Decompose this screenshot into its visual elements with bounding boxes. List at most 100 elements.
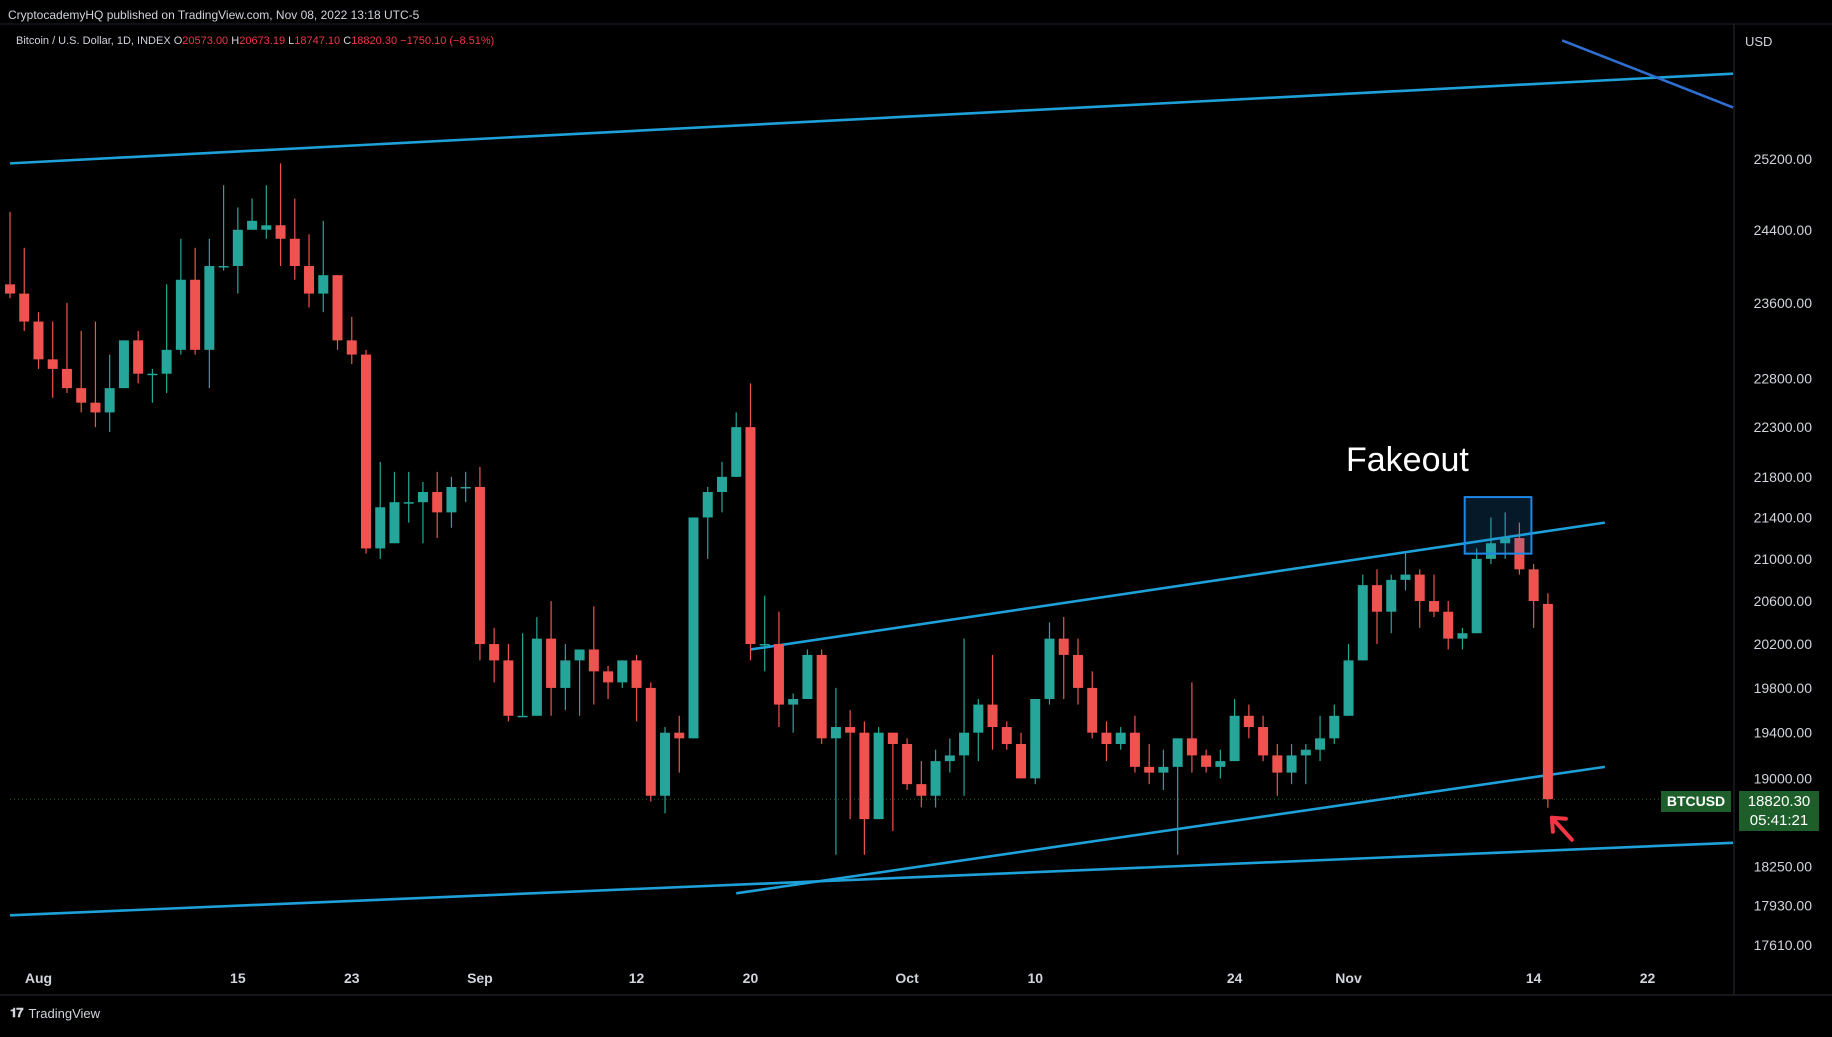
candle-body	[816, 654, 827, 739]
candle-body	[1329, 715, 1340, 739]
x-tick-label: 10	[1027, 970, 1043, 986]
candle-body	[1229, 715, 1240, 762]
candle-body	[603, 671, 614, 683]
last-price-value: 18820.30	[1747, 793, 1811, 810]
candle-body	[389, 502, 400, 544]
candle-body	[1300, 749, 1311, 756]
candle-body	[731, 427, 742, 477]
x-tick-label: 22	[1640, 970, 1656, 986]
candle-body	[574, 649, 585, 661]
fakeout-highlight-box	[1463, 496, 1533, 555]
y-tick-label: 22300.00	[1754, 419, 1813, 435]
candle-body	[147, 373, 158, 376]
y-tick-label: 19400.00	[1754, 725, 1813, 741]
candle-body	[1286, 755, 1297, 773]
candle-body	[1016, 744, 1027, 779]
candle-body	[973, 704, 984, 733]
candle-body	[1315, 738, 1326, 750]
x-tick-label: Sep	[467, 970, 493, 986]
candle-body	[1144, 766, 1155, 773]
x-tick-label: 14	[1526, 970, 1542, 986]
candle-body	[531, 638, 542, 716]
candle-body	[133, 340, 144, 374]
high-value: 20673.19	[239, 35, 286, 47]
symbol-label[interactable]: Bitcoin / U.S. Dollar, 1D, INDEX	[16, 35, 171, 47]
last-price-badge: 18820.30 05:41:21	[1739, 791, 1819, 831]
candle-body	[261, 225, 272, 230]
candle-body	[1386, 579, 1397, 612]
candle-body	[104, 388, 115, 413]
x-tick-label: 23	[344, 970, 360, 986]
candle-body	[218, 266, 229, 268]
y-tick-label: 19800.00	[1754, 680, 1813, 696]
candle-body	[332, 275, 343, 341]
candle-body	[645, 687, 656, 796]
candle-body	[5, 284, 15, 294]
candle-body	[617, 660, 628, 683]
candle-body	[1485, 543, 1496, 559]
candle-body	[204, 266, 215, 350]
open-letter: O	[173, 35, 183, 47]
candle-body	[1001, 727, 1012, 745]
candle-body	[802, 654, 813, 700]
candle-body	[560, 660, 571, 688]
candle-body	[1186, 738, 1197, 756]
high-letter: H	[231, 35, 240, 47]
y-tick-label: 20600.00	[1754, 593, 1813, 609]
fakeout-annotation[interactable]: Fakeout	[1346, 441, 1469, 479]
candle-body	[1129, 732, 1140, 767]
candle-body	[460, 486, 471, 489]
candle-body	[959, 732, 970, 756]
candle-body	[745, 427, 756, 645]
candle-body	[90, 402, 101, 413]
candle-body	[432, 492, 443, 513]
candle-body	[546, 638, 557, 688]
candle-body	[887, 732, 898, 745]
y-tick-label: 21400.00	[1754, 509, 1813, 525]
candle-body	[1158, 766, 1169, 773]
candle-body	[489, 644, 500, 661]
ohlc-legend: Bitcoin / U.S. Dollar, 1D, INDEX O20573.…	[16, 35, 494, 47]
tradingview-footer[interactable]: 𝟏𝟕 TradingView	[10, 1005, 100, 1021]
candle-body	[61, 368, 72, 389]
candle-body	[247, 220, 258, 230]
candle-body	[19, 293, 30, 322]
candle-body	[76, 388, 87, 403]
candle-body	[773, 644, 784, 705]
trendline-upper-long-channel	[9, 72, 1734, 165]
candle-body	[1101, 732, 1112, 745]
candle-body	[1258, 727, 1269, 756]
x-tick-label: Oct	[895, 970, 919, 986]
y-tick-label: 24400.00	[1754, 222, 1813, 238]
change-value: −1750.10 (−8.51%)	[400, 35, 495, 47]
candle-body	[873, 732, 884, 820]
candle-body	[1372, 585, 1383, 612]
y-tick-label: 25200.00	[1754, 151, 1813, 167]
x-tick-label: 12	[629, 970, 645, 986]
candle-body	[716, 476, 727, 493]
x-tick-label: 15	[230, 970, 246, 986]
candle-body	[1215, 761, 1226, 767]
candle-body	[830, 727, 841, 739]
currency-label[interactable]: USD	[1745, 34, 1773, 49]
candle-body	[118, 340, 129, 389]
candle-body	[304, 266, 315, 294]
ticker-badge: BTCUSD	[1661, 791, 1731, 812]
candle-body	[1500, 538, 1511, 544]
tradingview-brand: TradingView	[28, 1005, 101, 1021]
candle-body	[346, 340, 357, 355]
candle-body	[289, 238, 300, 267]
candle-body	[417, 492, 428, 503]
candle-body	[588, 649, 599, 672]
candle-body	[1357, 585, 1368, 661]
candle-body	[859, 732, 870, 820]
candle-body	[930, 761, 941, 796]
trendline-descending-line	[1561, 39, 1734, 109]
x-tick-label: Aug	[25, 970, 52, 986]
candle-body	[1542, 603, 1553, 800]
y-tick-label: 20200.00	[1754, 636, 1813, 652]
candle-body	[944, 755, 955, 762]
y-tick-label: 17930.00	[1754, 897, 1813, 913]
